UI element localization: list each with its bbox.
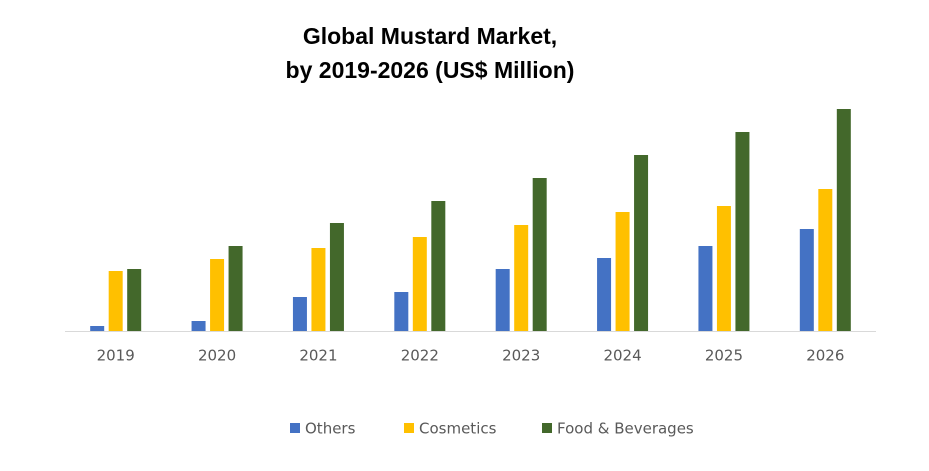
x-tick-label: 2020	[198, 347, 236, 365]
legend-label: Others	[305, 420, 356, 438]
bar	[698, 246, 713, 331]
legend-label: Cosmetics	[419, 420, 497, 438]
legend-swatch	[542, 423, 552, 433]
bar	[818, 189, 833, 331]
bar	[228, 246, 243, 331]
x-tick-label: 2025	[705, 347, 743, 365]
bar	[532, 178, 547, 331]
legend-label: Food & Beverages	[557, 420, 694, 438]
chart-title: Global Mustard Market,	[303, 23, 557, 49]
bar	[127, 269, 142, 331]
bar	[90, 326, 105, 331]
bar	[735, 132, 750, 331]
legend-swatch	[404, 423, 414, 433]
legend-swatch	[290, 423, 300, 433]
bar	[394, 292, 409, 331]
bar	[615, 212, 630, 331]
bar	[292, 297, 307, 331]
bar	[311, 248, 326, 331]
x-tick-label: 2026	[806, 347, 844, 365]
bar	[210, 259, 225, 331]
bar	[412, 237, 427, 331]
bar	[836, 109, 851, 331]
bar	[799, 229, 814, 331]
bar	[514, 225, 529, 331]
x-tick-label: 2019	[97, 347, 135, 365]
bar	[634, 155, 649, 331]
bar	[597, 258, 612, 331]
x-tick-label: 2023	[502, 347, 540, 365]
bar	[431, 201, 446, 331]
x-tick-label: 2022	[401, 347, 439, 365]
bar	[716, 206, 731, 331]
bar	[108, 271, 123, 331]
bar	[495, 269, 510, 331]
x-tick-label: 2024	[603, 347, 641, 365]
chart-title: by 2019-2026 (US$ Million)	[286, 57, 575, 83]
bar	[191, 321, 206, 331]
bar	[329, 223, 344, 331]
x-tick-label: 2021	[299, 347, 337, 365]
